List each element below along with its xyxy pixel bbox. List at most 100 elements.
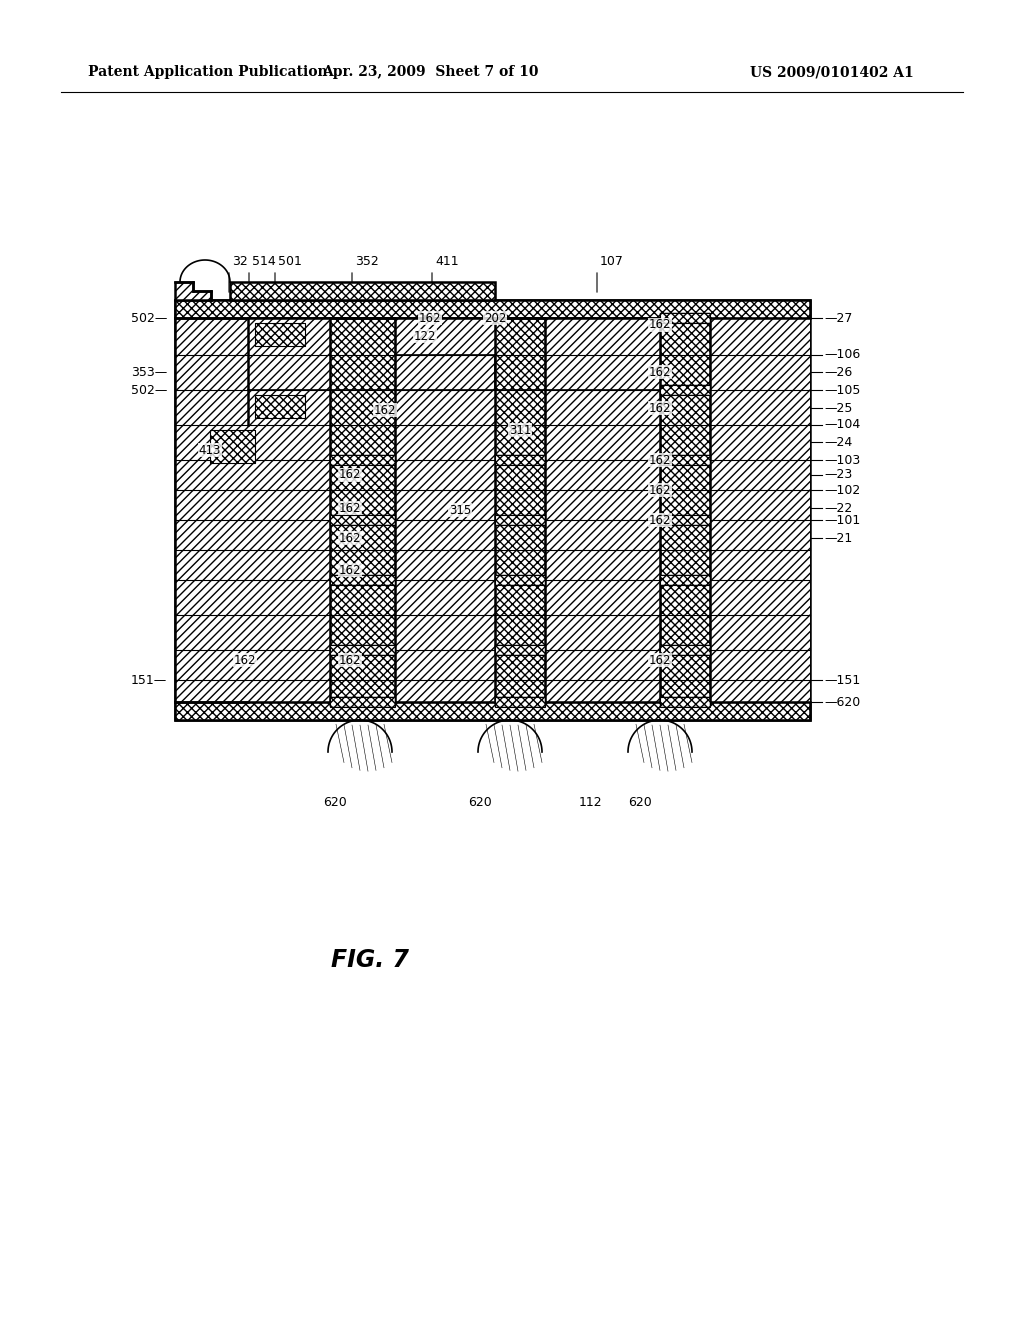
Bar xyxy=(660,576,710,585)
Text: —106: —106 xyxy=(824,348,860,362)
Text: 501: 501 xyxy=(278,255,302,268)
Bar xyxy=(660,576,710,585)
Text: —101: —101 xyxy=(824,513,860,527)
Text: 162: 162 xyxy=(339,469,361,482)
Bar xyxy=(330,697,395,708)
Bar xyxy=(255,395,305,418)
Text: —151: —151 xyxy=(824,673,860,686)
Bar xyxy=(495,515,545,525)
Text: 122: 122 xyxy=(414,330,436,342)
Text: 620: 620 xyxy=(324,796,347,809)
Text: —23: —23 xyxy=(824,469,852,482)
Text: US 2009/0101402 A1: US 2009/0101402 A1 xyxy=(750,65,913,79)
Text: 514: 514 xyxy=(252,255,275,268)
Text: 162: 162 xyxy=(649,401,672,414)
Text: 162: 162 xyxy=(339,532,361,544)
Text: —105: —105 xyxy=(824,384,860,396)
Bar xyxy=(330,576,395,585)
Bar xyxy=(495,515,545,525)
Text: Patent Application Publication: Patent Application Publication xyxy=(88,65,328,79)
Bar xyxy=(495,318,545,702)
Bar xyxy=(175,702,810,719)
Bar xyxy=(660,515,710,525)
Text: 162: 162 xyxy=(649,318,672,331)
Text: 502—: 502— xyxy=(131,312,167,325)
Text: 413: 413 xyxy=(199,444,221,457)
Text: Apr. 23, 2009  Sheet 7 of 10: Apr. 23, 2009 Sheet 7 of 10 xyxy=(322,65,539,79)
Text: 32: 32 xyxy=(232,255,248,268)
Text: 311: 311 xyxy=(509,424,531,437)
Text: 202: 202 xyxy=(483,312,506,325)
Text: —103: —103 xyxy=(824,454,860,466)
Bar xyxy=(210,430,255,463)
Bar xyxy=(330,455,395,465)
Bar xyxy=(330,576,395,585)
Text: 107: 107 xyxy=(600,255,624,268)
Text: 411: 411 xyxy=(435,255,459,268)
Bar xyxy=(330,697,395,708)
Text: 620: 620 xyxy=(468,796,492,809)
Text: 162: 162 xyxy=(374,404,396,417)
Bar xyxy=(660,455,710,465)
Bar xyxy=(330,318,395,702)
Bar xyxy=(660,318,710,702)
Text: 112: 112 xyxy=(579,796,602,809)
Text: 502—: 502— xyxy=(131,384,167,396)
Text: 162: 162 xyxy=(649,454,672,466)
Text: 353—: 353— xyxy=(131,366,167,379)
Text: —27: —27 xyxy=(824,312,852,325)
Bar xyxy=(495,645,545,655)
Text: —26: —26 xyxy=(824,366,852,379)
Text: 352: 352 xyxy=(355,255,379,268)
Ellipse shape xyxy=(328,726,392,777)
Text: —25: —25 xyxy=(824,401,852,414)
Bar xyxy=(330,645,395,655)
Bar xyxy=(175,300,810,318)
Bar xyxy=(495,645,545,655)
Bar xyxy=(495,318,545,702)
Bar xyxy=(330,455,395,465)
Text: 162: 162 xyxy=(419,312,441,325)
Bar xyxy=(330,318,395,702)
Bar xyxy=(495,576,545,585)
Ellipse shape xyxy=(628,726,692,777)
Bar xyxy=(255,323,305,346)
Bar xyxy=(255,323,305,346)
Text: 162: 162 xyxy=(649,653,672,667)
Text: 162: 162 xyxy=(233,653,256,667)
Bar xyxy=(495,455,545,465)
Text: 162: 162 xyxy=(339,653,361,667)
Bar xyxy=(660,697,710,708)
Bar xyxy=(210,430,255,463)
Text: 620: 620 xyxy=(628,796,652,809)
Text: 162: 162 xyxy=(649,513,672,527)
Bar xyxy=(660,455,710,465)
Bar xyxy=(660,385,710,395)
Text: —24: —24 xyxy=(824,436,852,449)
Bar xyxy=(660,697,710,708)
Bar xyxy=(175,318,810,702)
Bar xyxy=(330,645,395,655)
Bar xyxy=(230,282,495,300)
Text: —21: —21 xyxy=(824,532,852,544)
Ellipse shape xyxy=(478,726,542,777)
Bar xyxy=(175,702,810,719)
Text: —104: —104 xyxy=(824,418,860,432)
Bar xyxy=(660,645,710,655)
Bar xyxy=(330,515,395,525)
Bar xyxy=(230,282,495,300)
Text: 162: 162 xyxy=(339,564,361,577)
Bar xyxy=(660,645,710,655)
Bar xyxy=(175,318,248,702)
Bar xyxy=(495,576,545,585)
Text: 162: 162 xyxy=(339,502,361,515)
Bar xyxy=(495,697,545,708)
Bar xyxy=(495,697,545,708)
Bar xyxy=(175,300,810,719)
Text: 315: 315 xyxy=(449,503,471,516)
Bar xyxy=(255,395,305,418)
Bar xyxy=(175,300,810,318)
Text: 151—: 151— xyxy=(131,673,167,686)
Bar xyxy=(660,318,710,702)
Bar xyxy=(330,515,395,525)
